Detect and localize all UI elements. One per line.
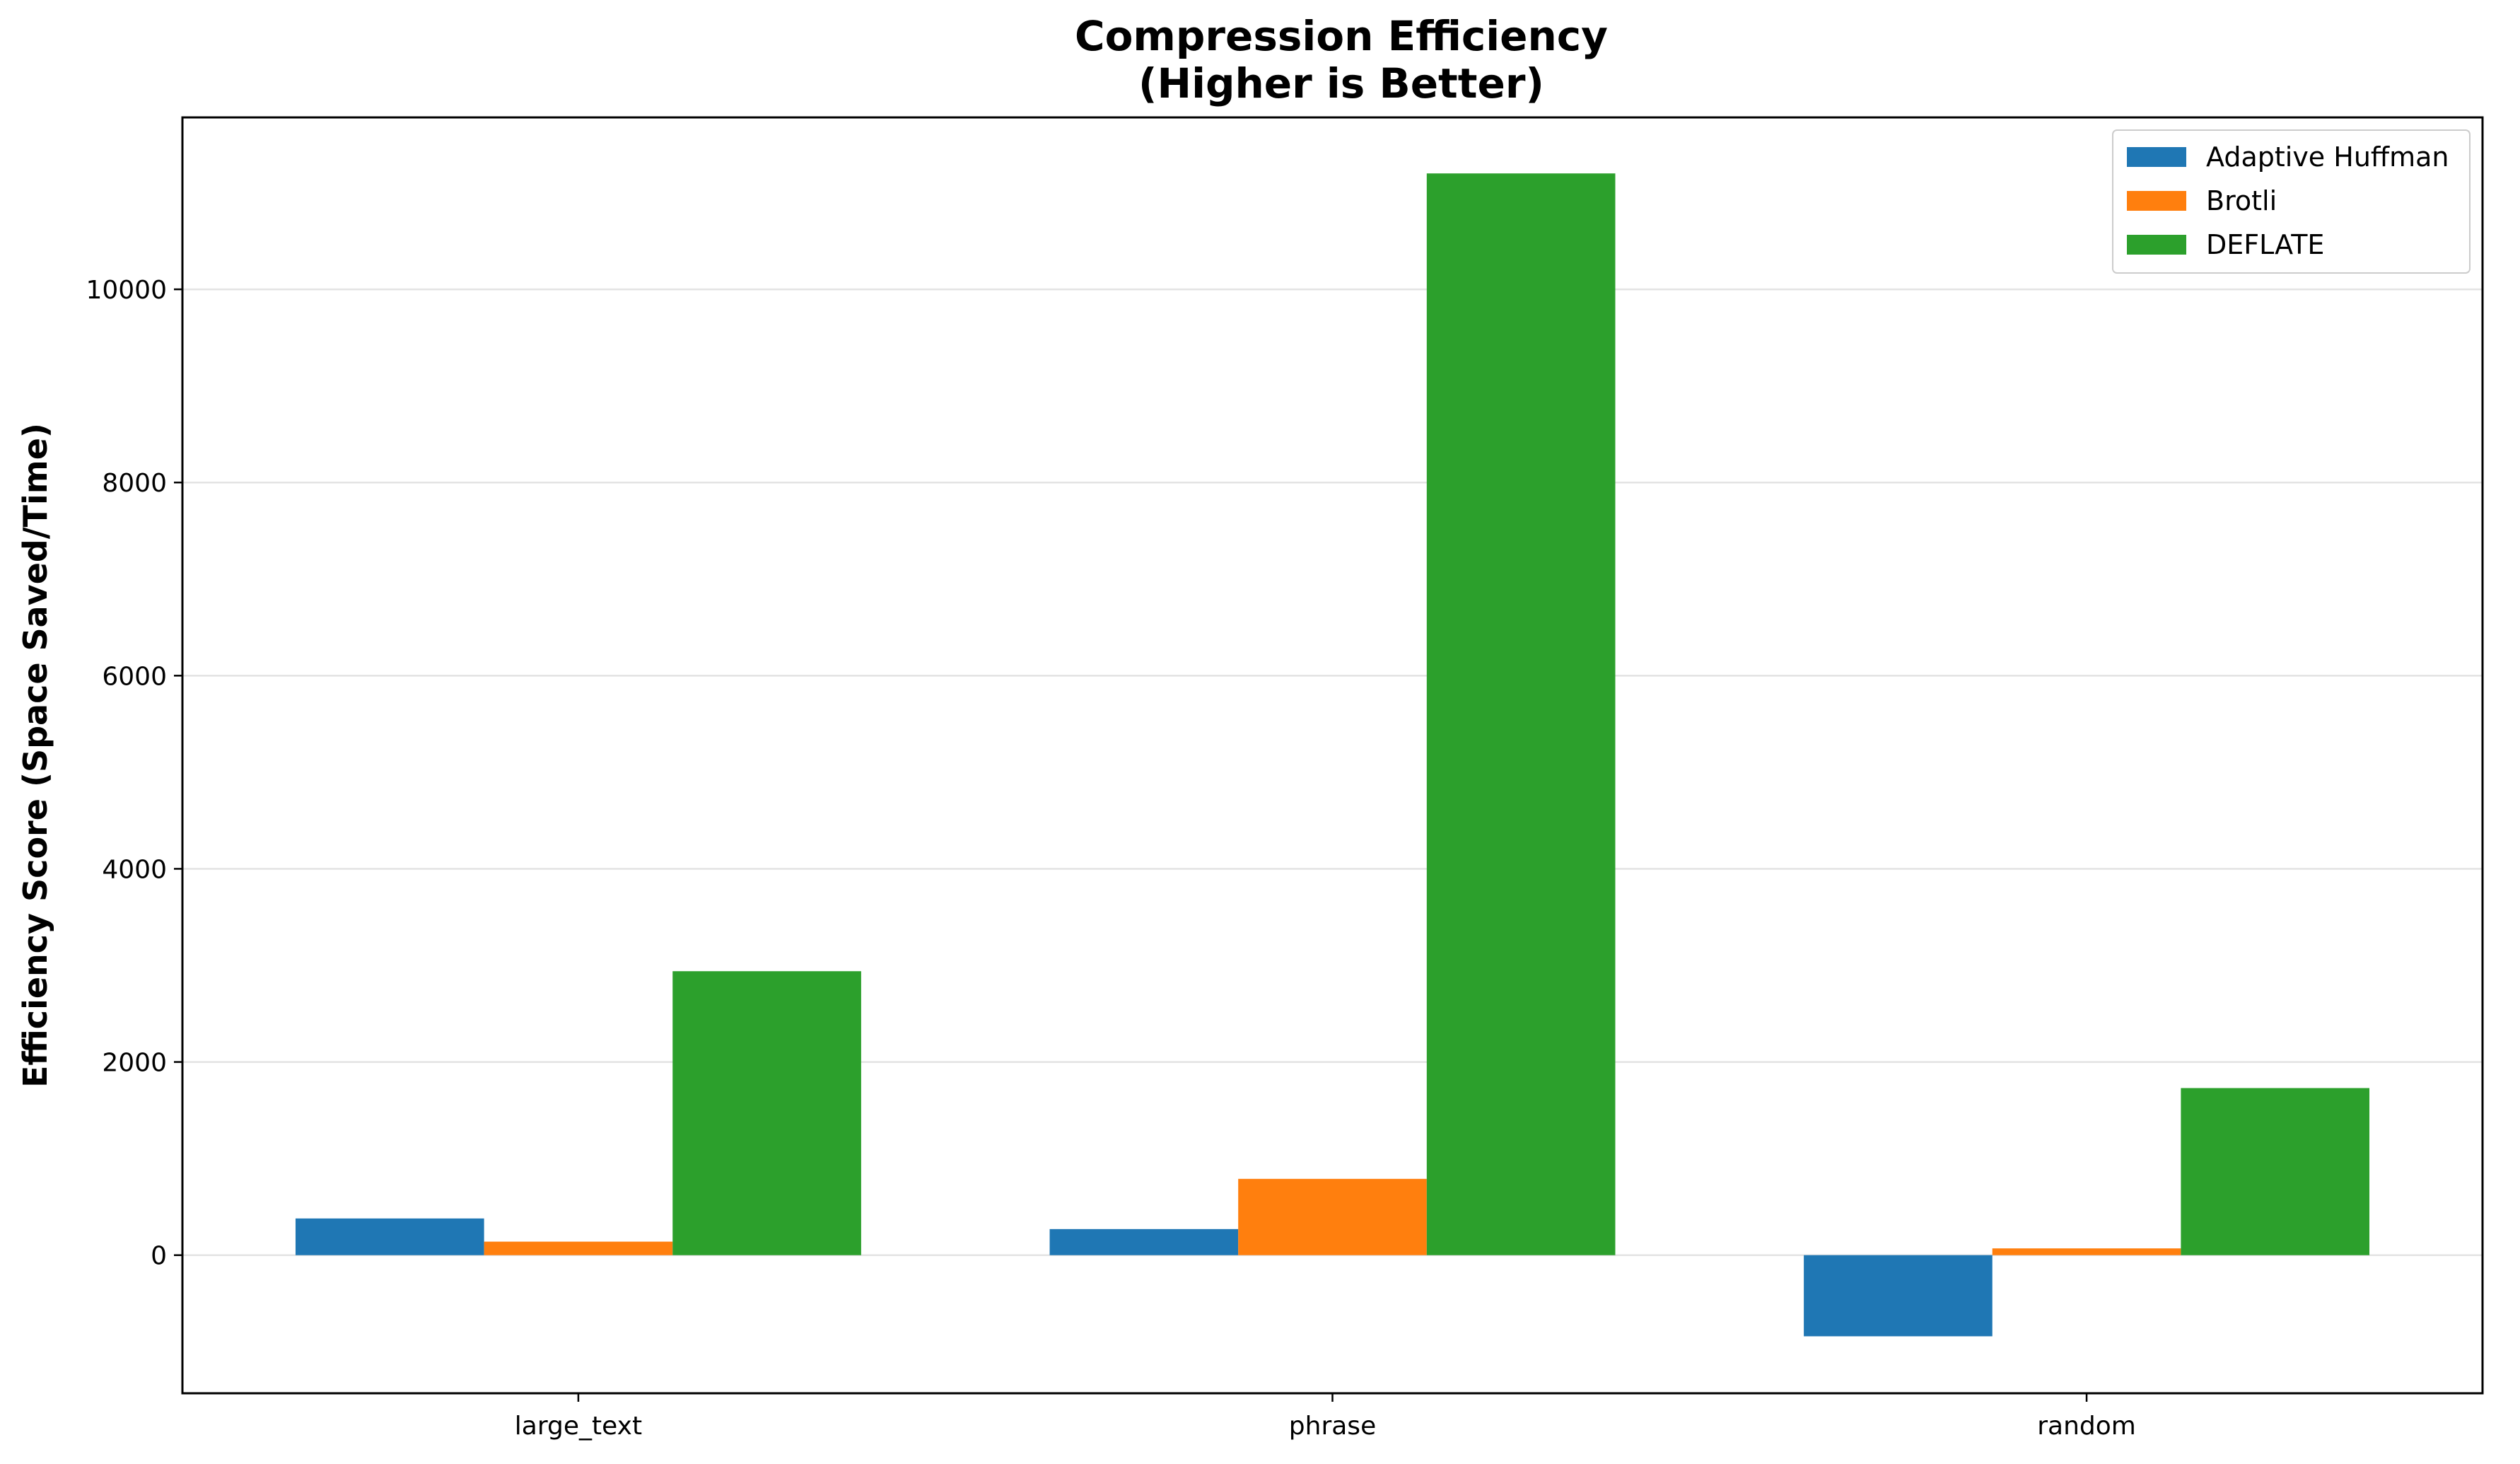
legend-swatch <box>2127 235 2186 255</box>
x-tick-label: random <box>2037 1412 2136 1441</box>
legend-swatch <box>2127 191 2186 211</box>
y-tick-label: 10000 <box>86 276 167 305</box>
bar-adaptive-huffman-large_text <box>295 1218 484 1255</box>
bar-deflate-phrase <box>1426 173 1616 1255</box>
legend-frame <box>2112 129 2471 274</box>
chart-title-line-1: Compression Efficiency <box>1075 12 1608 60</box>
bar-brotli-phrase <box>1238 1178 1427 1255</box>
bar-deflate-random <box>2181 1088 2370 1255</box>
bar-adaptive-huffman-random <box>1804 1255 1993 1337</box>
legend-label: Adaptive Huffman <box>2206 141 2449 173</box>
legend-label: DEFLATE <box>2206 229 2324 260</box>
bar-brotli-random <box>1992 1248 2181 1255</box>
y-tick-label: 4000 <box>102 855 167 884</box>
plot-area-frame <box>181 116 2484 1395</box>
y-tick-label: 8000 <box>102 469 167 498</box>
chart-title-line-2: (Higher is Better) <box>1138 59 1544 108</box>
legend-label: Brotli <box>2206 185 2277 216</box>
x-tick-label: large_text <box>515 1412 642 1441</box>
y-tick-label: 2000 <box>102 1049 167 1078</box>
axis-ticks: 0 2000 4000 6000 8000 10000 large_text phrase ra… <box>86 276 2135 1441</box>
legend: Adaptive Huffman Brotli DEFLATE <box>2112 129 2471 274</box>
y-axis-label: Efficiency Score (Space Saved/Time) <box>16 423 54 1088</box>
legend-swatch <box>2127 147 2186 167</box>
y-tick-label: 0 <box>151 1242 167 1271</box>
bars <box>295 173 2370 1337</box>
y-tick-label: 6000 <box>102 662 167 691</box>
bar-brotli-large_text <box>484 1241 673 1255</box>
bar-deflate-large_text <box>672 971 861 1255</box>
x-tick-label: phrase <box>1289 1412 1376 1441</box>
bar-adaptive-huffman-phrase <box>1049 1228 1239 1255</box>
